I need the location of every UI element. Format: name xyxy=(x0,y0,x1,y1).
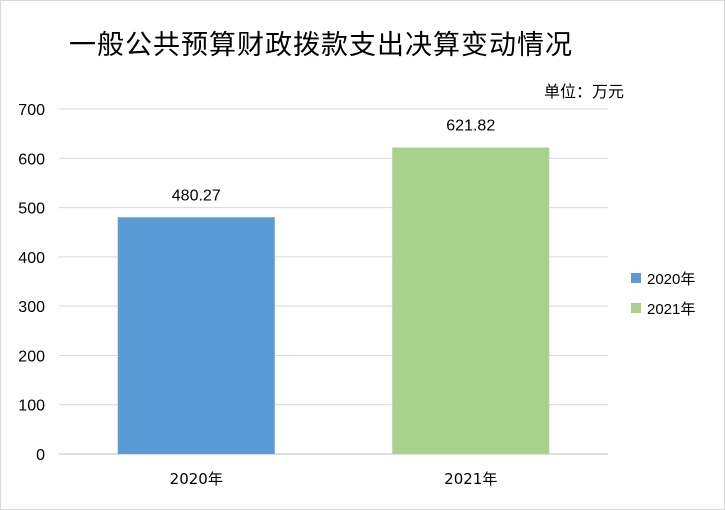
x-tick-label: 2020年 xyxy=(170,470,223,488)
y-tick-label: 500 xyxy=(18,201,45,218)
legend: 2020年 2021年 xyxy=(631,263,695,323)
legend-swatch xyxy=(631,273,641,283)
y-tick-label: 100 xyxy=(18,398,45,415)
legend-item: 2021年 xyxy=(631,293,695,323)
legend-swatch xyxy=(631,303,641,313)
y-tick-label: 600 xyxy=(18,151,45,168)
y-tick-label: 400 xyxy=(18,250,45,267)
x-tick-label: 2021年 xyxy=(444,470,497,488)
y-tick-label: 200 xyxy=(18,348,45,365)
legend-item: 2020年 xyxy=(631,263,695,293)
bar xyxy=(392,147,550,455)
legend-label: 2021年 xyxy=(647,300,696,318)
legend-label: 2020年 xyxy=(647,270,696,288)
y-tick-label: 700 xyxy=(18,102,45,119)
y-tick-label: 300 xyxy=(18,299,45,316)
unit-label: 单位：万元 xyxy=(544,82,625,101)
data-label: 621.82 xyxy=(446,118,495,135)
bar xyxy=(117,217,275,454)
chart-title: 一般公共预算财政拨款支出决算变动情况 xyxy=(69,30,573,61)
data-label: 480.27 xyxy=(172,187,221,204)
y-tick-label: 0 xyxy=(36,447,45,464)
